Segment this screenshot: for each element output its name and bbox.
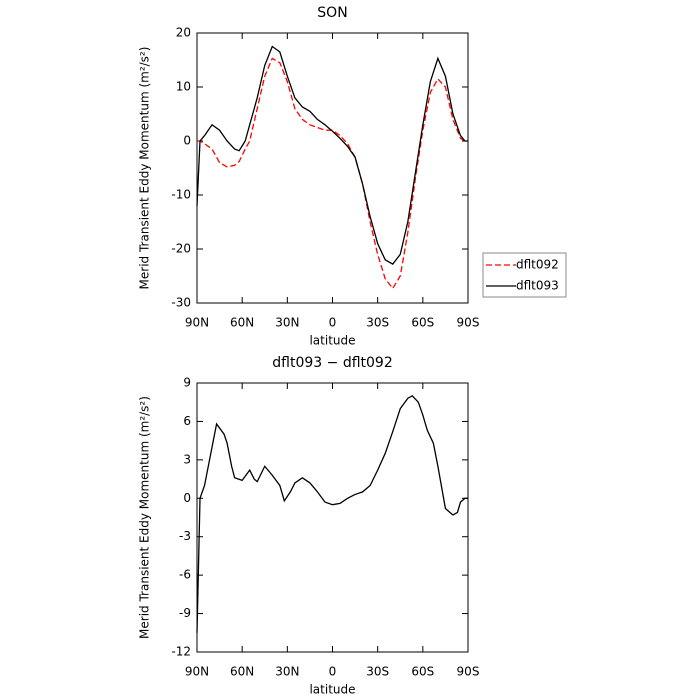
y-axis-label: Merid Transient Eddy Momentum (m²/s²): [138, 47, 152, 290]
plot-frame: [196, 32, 469, 304]
x-tick-label: 30S: [366, 665, 389, 679]
x-tick-label: 90N: [185, 316, 209, 330]
x-tick-label: 60N: [230, 665, 254, 679]
y-tick-label: 10: [176, 80, 191, 94]
x-tick-label: 90S: [457, 316, 480, 330]
y-axis-label: Merid Transient Eddy Momentum (m²/s²): [138, 396, 152, 639]
chart-title: dflt093 − dflt092: [272, 355, 392, 371]
x-tick-label: 0: [329, 316, 337, 330]
y-tick-label: -3: [179, 529, 191, 543]
x-tick-label: 60S: [411, 665, 434, 679]
y-tick-label: 3: [183, 452, 191, 466]
y-tick-label: 0: [183, 134, 191, 148]
data-line: [196, 394, 468, 633]
x-tick-label: 60S: [411, 316, 434, 330]
data-line: [197, 57, 468, 290]
y-tick-label: 20: [176, 26, 191, 40]
y-tick-label: -12: [171, 645, 191, 659]
y-tick-label: -10: [171, 188, 191, 202]
y-tick-label: 0: [183, 491, 191, 505]
legend-label: dflt092: [516, 258, 559, 272]
x-tick-label: 90N: [185, 665, 209, 679]
x-axis-label: latitude: [309, 683, 355, 697]
data-line: [196, 45, 468, 265]
y-tick-label: -30: [171, 296, 191, 310]
plot-frame: [196, 382, 469, 653]
x-tick-label: 30N: [275, 316, 299, 330]
legend-box: [482, 252, 567, 298]
y-tick-label: -6: [179, 568, 191, 582]
x-tick-label: 30S: [366, 316, 389, 330]
y-tick-label: -20: [171, 242, 191, 256]
y-tick-label: 6: [183, 414, 191, 428]
x-tick-label: 0: [329, 665, 337, 679]
chart-title: SON: [317, 5, 347, 21]
x-tick-label: 90S: [457, 665, 480, 679]
x-tick-label: 30N: [275, 665, 299, 679]
x-axis-label: latitude: [309, 334, 355, 348]
x-tick-label: 60N: [230, 316, 254, 330]
legend-label: dflt093: [516, 279, 559, 293]
y-tick-label: -9: [179, 606, 191, 620]
y-tick-label: 9: [183, 376, 191, 390]
